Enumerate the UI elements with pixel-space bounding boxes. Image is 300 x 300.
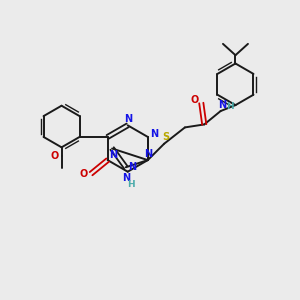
Text: O: O — [51, 151, 59, 161]
Text: N: N — [150, 129, 158, 139]
Text: H: H — [226, 101, 233, 110]
Text: N: N — [124, 114, 132, 124]
Text: S: S — [162, 132, 169, 142]
Text: N: N — [109, 150, 117, 160]
Text: O: O — [80, 169, 88, 179]
Text: N: N — [122, 173, 130, 183]
Text: N: N — [218, 100, 226, 110]
Text: N: N — [128, 162, 136, 172]
Text: O: O — [190, 95, 199, 105]
Text: H: H — [128, 180, 135, 189]
Text: N: N — [144, 148, 152, 159]
